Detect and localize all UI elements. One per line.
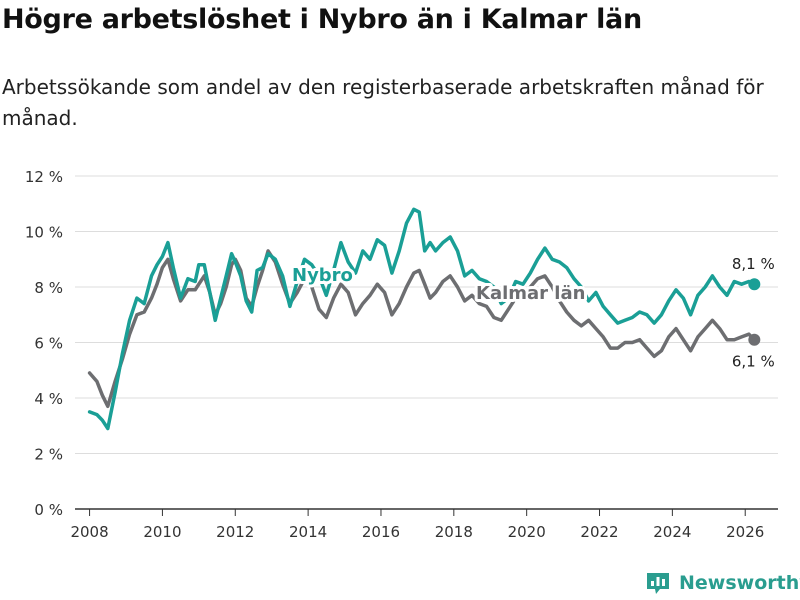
x-tick-label: 2026 — [726, 523, 764, 541]
y-tick-label: 10 % — [25, 224, 63, 242]
kalmar-line — [87, 249, 757, 409]
gridlines — [75, 175, 778, 510]
chart-subtitle: Arbetssökande som andel av den registerb… — [2, 75, 764, 130]
y-tick-label: 0 % — [34, 501, 63, 519]
y-axis: 0 % 2 % 4 % 6 % 8 % 10 % 12 % — [25, 168, 63, 519]
series-lines — [87, 207, 761, 431]
x-tick-label: 2024 — [653, 523, 691, 541]
brand-name: Newsworthy — [679, 572, 800, 594]
nybro-end-label: 8,1 % — [732, 255, 775, 273]
y-tick-label: 12 % — [25, 168, 63, 186]
x-tick-label: 2018 — [435, 523, 473, 541]
kalmar-series-label: Kalmar län — [476, 283, 585, 304]
chart-title: Högre arbetslöshet i Nybro än i Kalmar l… — [2, 4, 642, 35]
kalmar-series-label-halo: Kalmar län — [476, 283, 585, 304]
nybro-line — [87, 207, 757, 431]
kalmar-end-point — [748, 333, 761, 346]
nybro-series-label-halo: Nybro — [292, 265, 353, 286]
x-tick-label: 2008 — [70, 523, 108, 541]
y-tick-label: 6 % — [34, 335, 63, 353]
x-tick-label: 2010 — [143, 523, 181, 541]
y-tick-label: 2 % — [34, 446, 63, 464]
x-tick-label: 2012 — [216, 523, 254, 541]
brand-logo[interactable]: Newsworthy — [645, 570, 800, 596]
x-tick-label: 2016 — [362, 523, 400, 541]
x-tick-label: 2022 — [580, 523, 618, 541]
nybro-end-point — [748, 278, 761, 291]
kalmar-end-label: 6,1 % — [732, 353, 775, 371]
nybro-series-label: Nybro — [292, 265, 353, 286]
bar-chart-logo-icon — [647, 573, 669, 594]
x-axis: 2008 2010 2012 2014 2016 2018 2020 2022 2024 2026 — [70, 509, 764, 541]
y-tick-label: 8 % — [34, 279, 63, 297]
x-tick-label: 2020 — [508, 523, 546, 541]
y-tick-label: 4 % — [34, 390, 63, 408]
x-tick-label: 2014 — [289, 523, 327, 541]
